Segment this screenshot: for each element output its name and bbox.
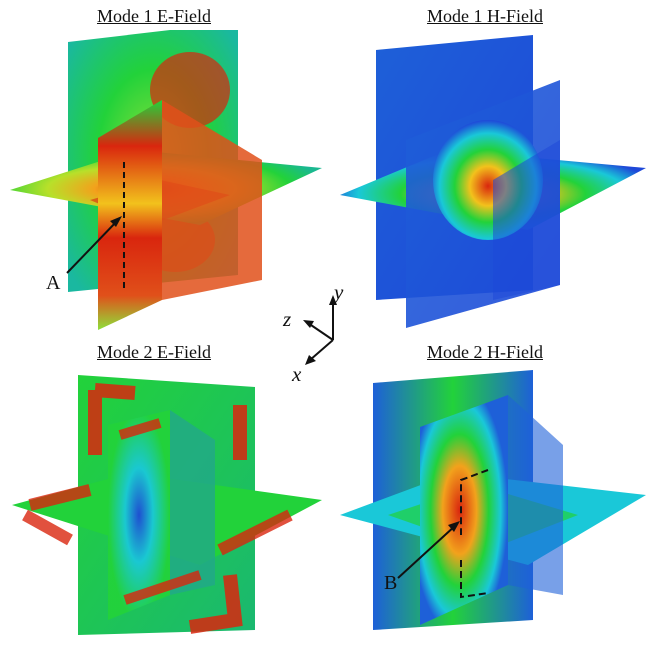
axis-x-label: x (292, 362, 302, 386)
marker-b-label: B (384, 572, 398, 594)
axis-y-label: y (334, 280, 344, 304)
panel-title-mode1-e: Mode 1 E-Field (97, 6, 211, 26)
mode1-hfield-plot (328, 30, 654, 335)
panel-title-mode2-h: Mode 2 H-Field (427, 342, 543, 362)
axis-z-label: z (283, 307, 292, 331)
mode1-efield-plot (0, 30, 330, 335)
mode2-efield-plot (0, 365, 330, 650)
panel-title-mode2-e: Mode 2 E-Field (97, 342, 211, 362)
mode2-hfield-plot (328, 365, 654, 650)
axis-triad (288, 285, 358, 380)
marker-a-label: A (46, 272, 61, 294)
panel-title-mode1-h: Mode 1 H-Field (427, 6, 543, 26)
